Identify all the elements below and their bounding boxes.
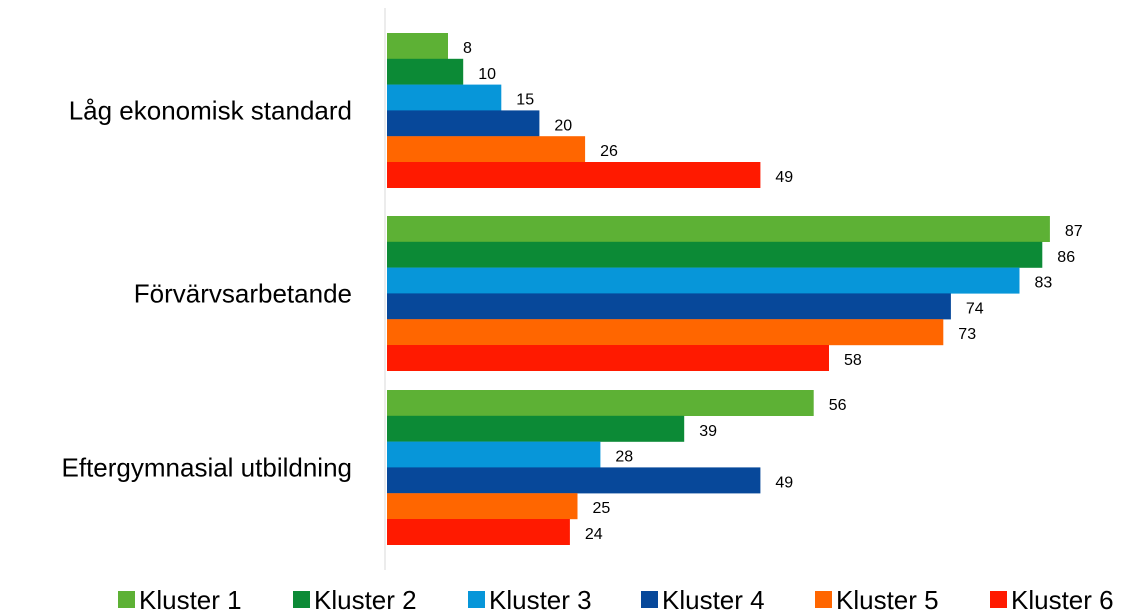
value-label: 8 [463,40,472,57]
bars-layer [387,33,1050,545]
legend-label: Kluster 4 [662,585,765,614]
bar-2-series-2 [387,241,1043,268]
bar-3-series-4 [387,467,761,494]
bar-3-series-2 [387,415,685,442]
value-label: 10 [478,66,496,83]
bar-2-series-1 [387,216,1050,242]
value-label: 26 [600,143,618,160]
legend-swatch [990,591,1007,608]
legend: Kluster 1 Kluster 2 Kluster 3 Kluster 4 Klus… [118,585,1114,614]
value-label: 86 [1057,249,1075,266]
legend-swatch [293,591,310,608]
legend-swatch [468,591,485,608]
value-label: 73 [958,326,976,343]
value-label: 49 [775,474,793,491]
legend-swatch [815,591,832,608]
value-label: 83 [1035,275,1053,292]
bar-2-series-4 [387,293,951,320]
value-label: 28 [615,449,633,466]
bar-1-series-4 [387,110,540,137]
legend-swatch [118,591,135,608]
value-label: 25 [593,500,611,517]
category-labels: Låg ekonomisk standard Förvärvsarbetande E… [62,95,353,482]
category-label: Eftergymnasial utbildning [62,452,353,482]
value-label: 39 [699,423,717,440]
bar-1-series-2 [387,58,464,85]
bar-1-series-1 [387,33,448,59]
value-label: 20 [554,117,572,134]
category-label: Låg ekonomisk standard [69,95,352,125]
category-label: Förvärvsarbetande [134,278,352,308]
bar-3-series-1 [387,390,814,416]
value-label: 74 [966,300,984,317]
legend-label: Kluster 2 [314,585,417,614]
value-label: 15 [516,92,534,109]
bar-1-series-3 [387,84,502,111]
value-label: 58 [844,352,862,369]
value-label: 87 [1065,223,1083,240]
bar-2-series-6 [387,345,829,371]
legend-swatch [641,591,658,608]
bar-1-series-6 [387,162,761,188]
bar-2-series-3 [387,267,1020,294]
bar-3-series-6 [387,519,570,545]
bar-1-series-5 [387,136,586,163]
value-label: 49 [775,169,793,186]
legend-label: Kluster 6 [1011,585,1114,614]
legend-label: Kluster 3 [489,585,592,614]
legend-label: Kluster 1 [139,585,242,614]
value-label: 56 [829,397,847,414]
legend-label: Kluster 5 [836,585,939,614]
bar-3-series-5 [387,493,578,520]
bar-3-series-3 [387,441,601,468]
bar-2-series-5 [387,319,944,346]
value-label: 24 [585,526,603,543]
